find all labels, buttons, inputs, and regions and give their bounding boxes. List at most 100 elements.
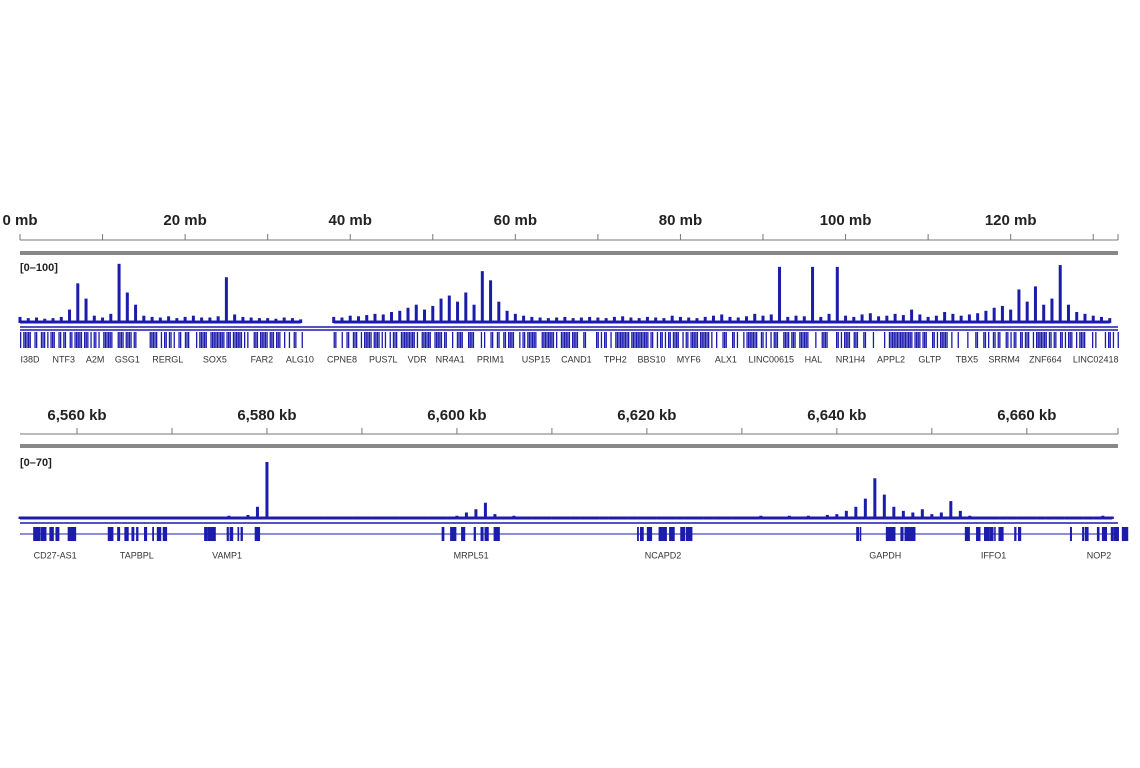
signal-bar (967, 314, 971, 323)
gene-feature (1013, 332, 1015, 348)
gene-feature (1068, 332, 1070, 348)
gene-exon (42, 527, 47, 541)
gene-feature (556, 332, 558, 348)
gene-feature (108, 332, 110, 348)
gene-feature (983, 332, 985, 348)
gene-feature (24, 332, 27, 348)
signal-bar (249, 317, 253, 323)
gene-exon (1084, 527, 1089, 541)
gene-feature (293, 332, 295, 348)
gene-feature (384, 332, 387, 348)
signal-bar (522, 315, 526, 323)
gene-feature (504, 332, 507, 348)
gene-feature (53, 332, 55, 348)
signal-bar (117, 263, 121, 323)
gene-feature (389, 332, 391, 348)
gene-feature (994, 332, 996, 348)
gene-feature (1084, 332, 1086, 348)
gene-feature (519, 332, 521, 348)
gene-feature (168, 332, 171, 348)
gene-feature (341, 332, 343, 348)
signal-bar (786, 316, 790, 323)
gene-label: NR1H4 (836, 354, 866, 364)
gene-feature (791, 332, 793, 348)
gene-exon (658, 527, 663, 541)
gene-feature (847, 332, 849, 348)
gene-feature (109, 332, 111, 348)
signal-bar (483, 502, 487, 519)
gene-feature (773, 332, 775, 348)
gene-exon (976, 527, 981, 541)
signal-bar (447, 295, 451, 323)
gene-feature (600, 332, 603, 348)
signal-bar (976, 313, 980, 323)
gene-feature (576, 332, 579, 348)
gene-feature (549, 332, 551, 348)
gene-feature (957, 332, 959, 348)
signal-bar (926, 316, 930, 323)
gene-feature (543, 332, 545, 348)
gene-label: TPH2 (604, 354, 627, 364)
gene-label: NOP2 (1087, 550, 1112, 560)
signal-bar (802, 316, 806, 323)
signal-bar (84, 298, 88, 323)
gene-feature (535, 332, 537, 348)
gene-feature (943, 332, 945, 348)
gene-feature (188, 332, 190, 348)
signal-bar (892, 506, 896, 519)
gene-feature (1005, 332, 1007, 348)
gene-feature (373, 332, 375, 348)
gene-feature (492, 332, 494, 348)
gene-feature (1069, 332, 1071, 348)
gene-feature (1061, 332, 1063, 348)
gene-exon (117, 527, 120, 541)
gene-feature (58, 332, 60, 348)
gene-exon (648, 527, 653, 541)
gene-exon (670, 527, 675, 541)
gene-feature (170, 332, 172, 348)
gene-feature (1050, 332, 1052, 348)
gene-feature (944, 332, 947, 348)
gene-feature (87, 332, 89, 348)
gene-feature (562, 332, 564, 348)
gene-feature (34, 332, 36, 348)
signal-bar (92, 315, 96, 323)
signal-bar (629, 317, 633, 323)
gene-feature (480, 332, 483, 348)
gene-exon (152, 527, 154, 541)
gene-feature (50, 332, 52, 348)
gene-feature (484, 332, 486, 348)
gene-label: PRIM1 (477, 354, 505, 364)
gene-feature (277, 332, 279, 348)
gene-feature (392, 332, 395, 348)
gene-label: I38D (20, 354, 40, 364)
gene-feature (922, 332, 924, 348)
gene-feature (512, 332, 515, 348)
signal-bar (167, 316, 171, 323)
gene-feature (40, 332, 43, 348)
gene-feature (951, 332, 953, 348)
gene-label: SOX5 (203, 354, 227, 364)
gene-exon (669, 527, 672, 541)
gene-feature (900, 332, 902, 348)
gene-exon (57, 527, 60, 541)
gene-label: CD27-AS1 (34, 550, 77, 560)
gene-feature (160, 332, 163, 348)
gene-exon (461, 527, 465, 541)
gene-feature (687, 332, 689, 348)
gene-feature (848, 332, 851, 348)
signal-bar (1042, 304, 1046, 323)
gene-feature (1060, 332, 1062, 348)
gene-feature (668, 332, 670, 348)
gene-label: MRPL51 (454, 550, 489, 560)
gene-feature (1071, 332, 1073, 348)
gene-feature (288, 332, 291, 348)
signal-bar (654, 317, 658, 323)
signal-bar (390, 312, 394, 323)
gene-feature (752, 332, 755, 348)
signal-bar (852, 316, 856, 323)
gene-feature (261, 332, 263, 348)
gene-label: NTF3 (53, 354, 76, 364)
gene-feature (567, 332, 569, 348)
gene-feature (128, 332, 131, 348)
